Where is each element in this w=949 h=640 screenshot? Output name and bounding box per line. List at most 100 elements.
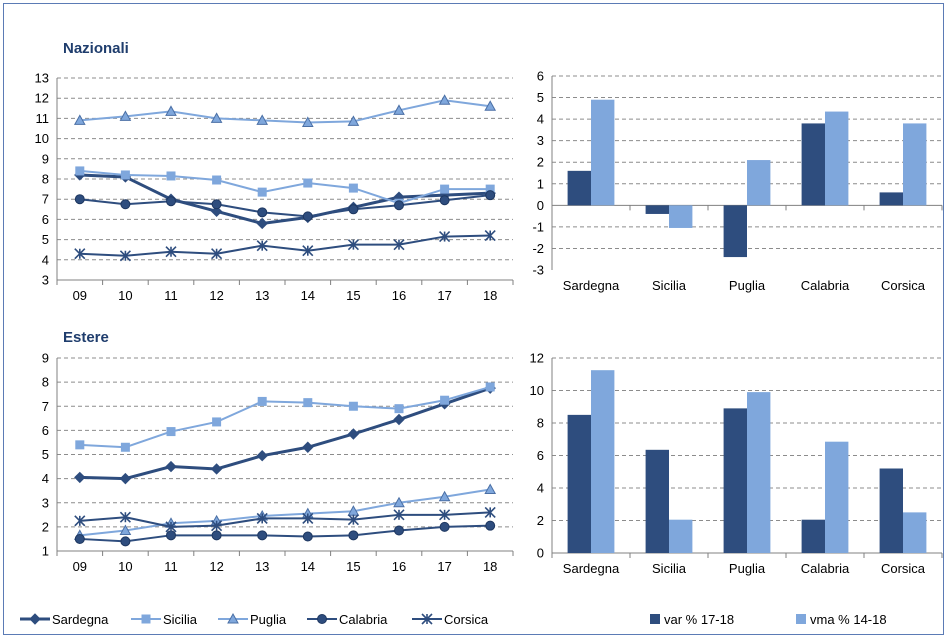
point-corsica [119,250,131,262]
series-var-17-18 [567,123,903,258]
point-corsica [302,245,314,257]
point-puglia [347,115,360,126]
x-tick-label: 16 [392,559,406,574]
x-tick-label: 12 [209,288,223,303]
series-sicilia [75,382,495,452]
y-tick-label: -1 [532,219,544,234]
legend: Sardegna Sicilia Puglia Calabria Corsica var … [20,612,887,627]
legend-marker [141,614,151,624]
point-sicilia [166,427,176,437]
point-calabria [120,536,131,547]
bar-var-17-18 [645,449,669,553]
x-tick-label: 12 [209,559,223,574]
chart-frame [3,3,944,635]
series-line-calabria [79,194,491,218]
bar-vma-14-18 [591,99,615,206]
x-tick-label: Puglia [729,278,766,293]
legend-label: Corsica [444,612,489,627]
x-tick-label: 09 [73,559,87,574]
point-corsica [74,515,86,527]
x-tick-label: 15 [346,559,360,574]
x-tick-label: 17 [437,288,451,303]
point-sicilia [348,401,358,411]
bar-chart-estere: 0 2 4 6 8 10 12 Sardegna Sicilia Puglia Calabria Co… [530,351,943,576]
point-calabria [394,200,404,211]
point-corsica [484,229,496,242]
y-tick-label: 0 [537,546,544,561]
series-calabria [74,520,496,547]
point-calabria [439,521,450,532]
y-tick-label: 8 [42,375,49,390]
bar-var-17-18 [645,205,669,214]
y-tick-label: 2 [537,155,544,170]
x-tick-label: 13 [255,288,269,303]
y-tick-label: -2 [532,241,544,256]
point-sicilia [303,398,313,408]
point-sicilia [120,170,130,180]
x-tick-label: 13 [255,559,269,574]
x-tick-label: 10 [118,288,132,303]
point-puglia [438,490,451,502]
series-line-sardegna [79,386,491,481]
x-tick-label: 16 [392,288,406,303]
y-tick-label: 10 [35,131,49,146]
legend-marker [317,614,327,624]
series-line-sicilia [79,169,491,205]
y-tick-label: 1 [537,176,544,191]
point-corsica [74,248,86,260]
point-sicilia [212,175,222,185]
bar-vma-14-18 [669,519,693,553]
series-line-corsica [79,511,491,528]
y-tick-label: 4 [42,252,49,267]
point-sardegna [256,217,268,230]
point-calabria [166,530,176,541]
y-tick-label: 6 [42,212,49,227]
y-tick-label: 8 [42,172,49,187]
line-chart-nazionali: 3 4 5 6 7 8 9 10 11 12 13 09 10 11 12 13 14 15 16 17 18 [35,71,514,303]
y-tick-label: 2 [42,519,49,534]
series-corsica [74,229,496,262]
y-tick-label: 7 [42,192,49,207]
legend-item-calabria: Calabria [307,612,388,627]
legend-swatch [796,614,806,624]
point-puglia [119,524,132,535]
point-sardegna [393,413,405,426]
y-tick-label: 4 [42,471,49,486]
y-tick-label: 9 [42,351,49,366]
x-tick-label: 10 [118,559,132,574]
point-sicilia [303,178,313,188]
y-tick-label: 5 [42,447,49,462]
x-tick-label: Sardegna [563,561,620,576]
x-tick-label: Sicilia [652,278,687,293]
series-vma-14-18 [591,99,927,228]
y-tick-label: 2 [537,513,544,528]
bar-vma-14-18 [903,123,927,206]
x-tick-label: Puglia [729,561,766,576]
x-tick-label: 11 [164,559,178,574]
legend-item-var-17-18: var % 17-18 [650,612,734,627]
point-sardegna [210,463,223,475]
series-calabria [74,190,496,222]
y-tick-label: 11 [36,111,50,126]
y-tick-label: 5 [537,90,544,105]
point-corsica [211,520,223,532]
point-calabria [302,211,313,222]
point-corsica [256,512,268,524]
x-tick-label: Corsica [881,278,926,293]
series-puglia [73,94,497,127]
y-tick-label: 12 [35,91,49,106]
point-puglia [484,100,497,111]
x-tick-label: 18 [483,288,497,303]
legend-label: Calabria [339,612,388,627]
y-tick-label: 9 [42,151,49,166]
point-corsica [347,239,359,251]
legend-marker [421,613,433,625]
legend-item-sardegna: Sardegna [20,612,109,627]
bar-var-17-18 [567,170,591,206]
y-tick-label: 5 [42,232,49,247]
y-tick-label: 6 [537,448,544,463]
y-tick-label: 6 [537,69,544,84]
point-corsica [439,231,451,243]
